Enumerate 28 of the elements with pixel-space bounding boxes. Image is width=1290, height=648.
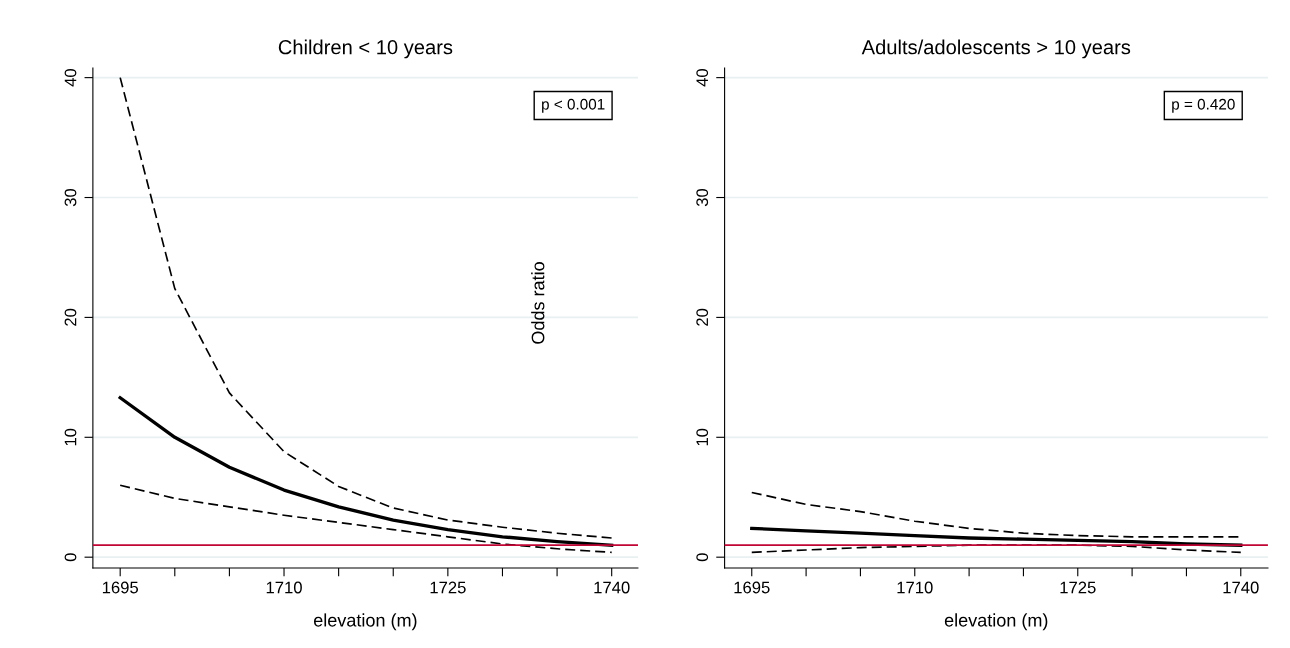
x-axis-title: elevation (m) [313, 613, 417, 631]
y-tick-label: 0 [64, 553, 77, 562]
y-tick-label: 20 [696, 308, 709, 326]
x-tick-label: 1710 [266, 581, 302, 594]
line-series [118, 396, 614, 547]
x-axis-title: elevation (m) [944, 613, 1048, 631]
y-axis-title: Odds ratio [531, 262, 545, 344]
line-series [119, 484, 613, 554]
x-tick-label: 1740 [1223, 581, 1259, 594]
line-series [119, 76, 613, 539]
x-tick-label: 1725 [1060, 581, 1096, 594]
x-tick-label: 1740 [594, 581, 630, 594]
y-tick-label: 0 [696, 553, 709, 562]
x-tick-label: 1695 [734, 581, 770, 594]
y-tick-label: 20 [64, 308, 77, 326]
y-tick-label: 40 [696, 69, 709, 87]
x-tick-label: 1725 [430, 581, 466, 594]
x-tick-label: 1710 [897, 581, 933, 594]
annotation: p < 0.001 [542, 98, 605, 113]
chart-title: Adults/adolescents > 10 years [861, 39, 1131, 59]
y-tick-label: 10 [696, 428, 709, 446]
y-tick-label: 30 [64, 188, 77, 207]
annotation: p = 0.420 [1172, 98, 1235, 113]
y-tick-label: 40 [64, 69, 77, 87]
chart-title: Children < 10 years [278, 39, 453, 59]
y-tick-label: 30 [696, 188, 709, 207]
y-tick-label: 10 [64, 428, 77, 446]
x-tick-label: 1695 [102, 581, 139, 594]
